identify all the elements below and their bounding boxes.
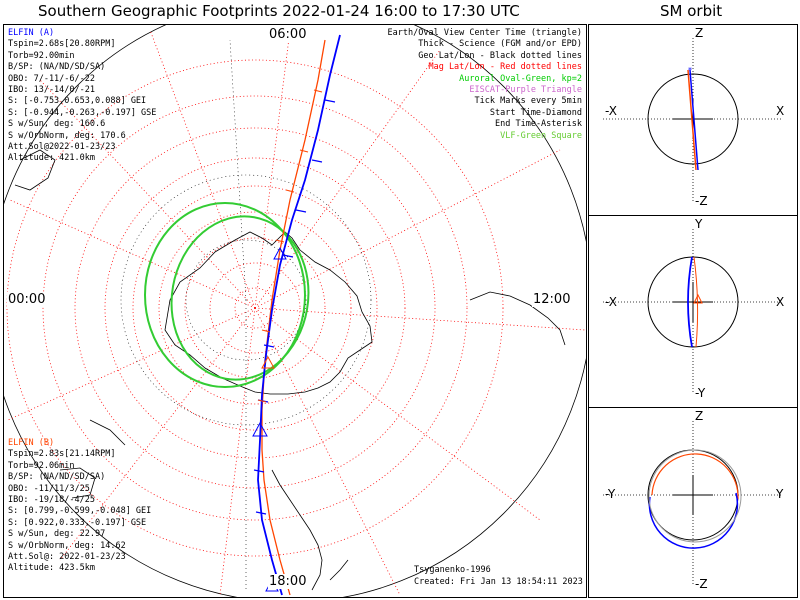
landmass-right [469, 291, 566, 346]
info-line: B/SP: (NA/ND/SD/SA) [8, 472, 106, 483]
earth-outline [647, 73, 739, 165]
info-line: Torb=92.00min [8, 50, 75, 61]
elfin-b-orbit [687, 69, 697, 171]
info-line: IBO: -19/18/-4/25 [8, 495, 95, 506]
info-line: Att.Sol@: 2022-01-23/23 [8, 552, 126, 563]
sm3-right-label: Y [776, 487, 784, 501]
created-timestamp: Created: Fri Jan 13 18:54:11 2023 [414, 577, 583, 587]
elfin-b-orbit [651, 453, 739, 500]
antarctica-coastline [164, 231, 373, 395]
sm-panel-yz [588, 407, 798, 598]
sm-orbit-xy [603, 229, 783, 393]
sm-orbit-yz [603, 421, 783, 585]
svg-text:*: * [688, 66, 692, 75]
time-label-bottom: 18:00 [268, 574, 308, 589]
elfin-b-orbit [693, 256, 699, 348]
elfin-a-info: ELFIN (A) Tspin=2.68s[20.80RPM] Torb=92.… [8, 28, 156, 165]
sm2-right-label: X [776, 295, 785, 309]
info-line: S w/Sun, deg: 160.6 [8, 119, 106, 130]
info-line: S: [-0.753,0.653,0.088] GEI [8, 96, 147, 107]
info-line: S: [0.922,0.333,-0.197] GSE [8, 517, 147, 528]
sm1-left-label: -X [605, 104, 617, 118]
legend-item: Tick Marks every 5min [474, 96, 582, 107]
time-label-top: 06:00 [268, 27, 308, 42]
sm2-bottom-label: -Y [695, 386, 706, 400]
info-line: Tspin=2.83s[21.14RPM] [8, 449, 116, 460]
time-label-right: 12:00 [532, 292, 572, 307]
geo-grid [120, 39, 372, 590]
elfin-a-orbit [687, 256, 693, 348]
legend-item: Mag Lat/Lon - Red dotted lines [428, 62, 582, 73]
elfin-a-orbit [648, 492, 739, 549]
sm-orbit-xz: * [603, 38, 783, 202]
legend-item: Thick - Science (FGM and/or EPD) [418, 39, 582, 50]
elfin-b-ticks [257, 89, 323, 403]
sm2-top-label: Y [695, 217, 703, 231]
elfin-a-name: ELFIN (A) [8, 28, 55, 38]
model-credit: Tsyganenko-1996 [414, 565, 491, 575]
legend-item: Earth/Oval View Center Time (triangle) [387, 28, 582, 38]
info-line: Tspin=2.68s[20.80RPM] [8, 39, 116, 50]
elfin-a-ticks [253, 99, 336, 515]
south-america-coastline [271, 469, 323, 591]
sm3-left-label: -Y [605, 487, 616, 501]
elfin-b-info: ELFIN (B) Tspin=2.83s[21.14RPM] Torb=92.… [8, 438, 151, 575]
info-line: IBO: 13/-14/0/-21 [8, 85, 95, 96]
elfin-b-name: ELFIN (B) [8, 438, 55, 448]
footprint-map-panel [3, 24, 587, 598]
info-line: S: [0.799,-0.599,-0.048] GEI [8, 506, 152, 517]
info-line: Altitude: 423.5km [8, 563, 95, 574]
mag-lon-grid [7, 29, 586, 596]
auroral-oval [144, 202, 310, 388]
footprint-map [4, 25, 586, 597]
info-line: Torb=92.06min [8, 460, 75, 471]
legend-item: Start Time-Diamond [489, 107, 582, 118]
sm3-top-label: Z [695, 409, 704, 423]
sm-orbit-title: SM orbit [660, 2, 723, 20]
sm1-right-label: X [776, 104, 785, 118]
sm2-left-label: -X [605, 295, 617, 309]
elfin-a-center-triangle [252, 421, 268, 437]
info-line: B/SP: (NA/ND/SD/SA) [8, 62, 106, 73]
legend-item: End Time-Asterisk [495, 119, 582, 130]
legend-item: Geo Lat/Lon - Black dotted lines [418, 50, 582, 61]
info-line: Att.Sol@2022-01-23/23 [8, 142, 116, 153]
sm1-top-label: Z [695, 26, 704, 40]
map-legend: Earth/Oval View Center Time (triangle) T… [388, 28, 582, 142]
info-line: S: [-0.944,-0.263,-0.197] GSE [8, 107, 157, 118]
info-line: S w/OrbNorm, deg: 170.6 [8, 130, 126, 141]
legend-item: VLF-Green Square [500, 130, 582, 141]
legend-item: Auroral Oval-Green, kp=2 [459, 73, 582, 84]
info-line: S w/Sun, deg: 22.97 [8, 529, 106, 540]
earth-outline [647, 256, 739, 348]
mag-lat-grid [6, 59, 504, 557]
map-title: Southern Geographic Footprints 2022-01-2… [38, 2, 520, 20]
elfin-b-center-triangle [261, 355, 275, 369]
sm1-bottom-label: -Z [695, 194, 708, 208]
info-line: Altitude: 421.0km [8, 153, 95, 164]
info-line: OBO: 7/-11/-6/-22 [8, 73, 95, 84]
legend-item: EISCAT-Purple Triangle [469, 85, 582, 96]
elfin-a-orbit [689, 69, 699, 171]
info-line: OBO: -11/11/3/25 [8, 483, 90, 494]
info-line: S w/OrbNorm, deg: 14.62 [8, 540, 126, 551]
time-label-left: 00:00 [7, 292, 47, 307]
sm3-bottom-label: -Z [695, 577, 708, 591]
